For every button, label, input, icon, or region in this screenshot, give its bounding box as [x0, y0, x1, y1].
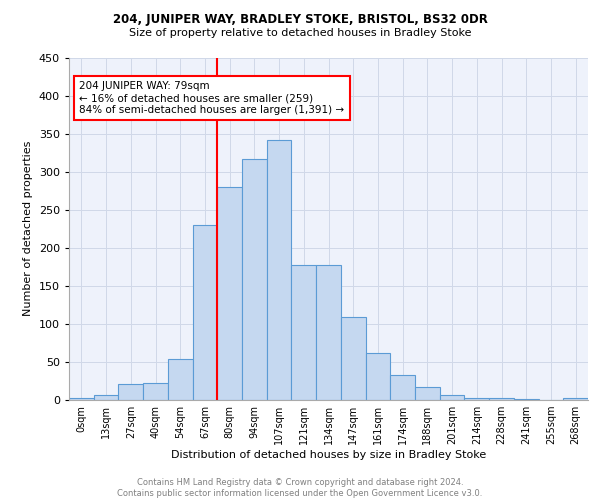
Text: 204 JUNIPER WAY: 79sqm
← 16% of detached houses are smaller (259)
84% of semi-de: 204 JUNIPER WAY: 79sqm ← 16% of detached… — [79, 82, 344, 114]
Bar — [94, 396, 118, 400]
Bar — [242, 158, 267, 400]
Bar — [440, 394, 464, 400]
Bar — [341, 317, 365, 400]
Y-axis label: Number of detached properties: Number of detached properties — [23, 141, 33, 316]
Text: Size of property relative to detached houses in Bradley Stoke: Size of property relative to detached ho… — [129, 28, 471, 38]
Bar — [316, 264, 341, 400]
Bar — [464, 398, 489, 400]
Text: 204, JUNIPER WAY, BRADLEY STOKE, BRISTOL, BS32 0DR: 204, JUNIPER WAY, BRADLEY STOKE, BRISTOL… — [113, 12, 487, 26]
Bar — [217, 187, 242, 400]
Bar — [193, 225, 217, 400]
Bar — [365, 353, 390, 400]
Bar — [390, 375, 415, 400]
Bar — [267, 140, 292, 400]
Bar — [489, 398, 514, 400]
X-axis label: Distribution of detached houses by size in Bradley Stoke: Distribution of detached houses by size … — [171, 450, 486, 460]
Bar — [118, 384, 143, 400]
Bar — [514, 399, 539, 400]
Bar — [69, 398, 94, 400]
Bar — [415, 387, 440, 400]
Text: Contains HM Land Registry data © Crown copyright and database right 2024.
Contai: Contains HM Land Registry data © Crown c… — [118, 478, 482, 498]
Bar — [168, 359, 193, 400]
Bar — [143, 384, 168, 400]
Bar — [563, 398, 588, 400]
Bar — [292, 264, 316, 400]
